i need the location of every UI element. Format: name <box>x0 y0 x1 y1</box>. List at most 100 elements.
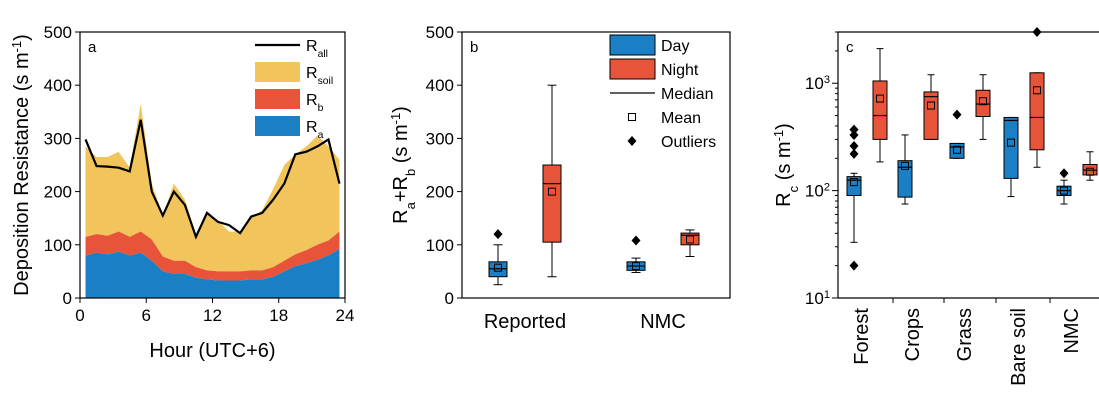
x-tick-label: 6 <box>142 306 151 325</box>
legend-entry-part-1: all <box>318 49 328 60</box>
legend-swatch <box>255 89 300 109</box>
legend-entry: Outliers <box>661 134 716 151</box>
legend-swatch <box>255 116 300 136</box>
y-axis-title-part-0: R <box>773 192 795 206</box>
y-tick-label-part-1: 3 <box>824 74 830 86</box>
y-axis-title: Deposition Resistance (s m-1) <box>9 34 34 296</box>
panel-letter: b <box>470 39 478 56</box>
mean-marker <box>953 145 961 154</box>
mean-marker <box>1007 138 1015 147</box>
y-tick-label: 500 <box>44 23 72 42</box>
x-category-label: Crops <box>902 308 924 361</box>
y-axis-title: Ra+Rb (s m-1) <box>388 106 418 224</box>
mean-marker <box>901 161 909 170</box>
y-axis-title-part-3: b <box>403 169 418 176</box>
outlier-marker <box>849 124 859 135</box>
panel-c-box <box>897 134 913 205</box>
panel-b: 0 100 200 300 400 500 Reported NMC Ra+Rb (s m-1)… <box>388 23 731 333</box>
y-tick-label: 500 <box>426 23 454 42</box>
legend-swatch <box>609 34 656 56</box>
outlier-marker <box>849 129 859 140</box>
legend-entry: Day <box>661 38 689 55</box>
panel-c-box <box>975 74 991 140</box>
panel-b-frame <box>461 31 731 299</box>
y-tick-label: 0 <box>445 289 454 308</box>
box-body <box>872 80 888 140</box>
y-axis-title-part-2: (s m <box>773 141 795 185</box>
mean-marker <box>686 235 694 244</box>
x-tick-label: 24 <box>336 306 355 325</box>
x-category-label: NMC <box>1061 308 1083 354</box>
legend-entry-part-1: soil <box>318 76 334 87</box>
box-body <box>542 164 562 243</box>
y-axis-title: Rc (s m-1) <box>771 123 801 207</box>
panel-b-box <box>680 229 700 258</box>
panel-a: 0 100 200 300 400 500 0 6 12 18 24 Hour (UTC+6) Depo… <box>9 23 355 362</box>
mean-marker <box>632 262 640 271</box>
mean-marker <box>979 97 987 106</box>
mean-marker <box>548 187 556 196</box>
rall-line <box>84 119 341 240</box>
y-tick-label: 300 <box>426 129 454 148</box>
y-tick-label: 100 <box>44 236 72 255</box>
legend-entry-part-0: R <box>306 38 318 55</box>
y-tick-label: 102 <box>805 182 830 201</box>
outlier-marker <box>493 229 503 240</box>
legend-entry: Rall <box>306 38 328 60</box>
y-axis-title-part-0: Deposition Resistance (s m <box>11 52 33 295</box>
y-tick-label: 400 <box>426 76 454 95</box>
y-tick-label-part-0: 10 <box>805 74 824 93</box>
y-tick-label: 200 <box>44 183 72 202</box>
y-axis-title-part-0: R <box>390 209 412 223</box>
panel-c-box <box>949 109 965 159</box>
outlier-marker <box>1032 27 1042 37</box>
x-tick-label: 12 <box>203 306 222 325</box>
y-tick-label: 300 <box>44 129 72 148</box>
x-category-label: Grass <box>954 308 976 361</box>
rsoil-area <box>85 103 340 272</box>
legend-entry-part-1: b <box>318 103 324 114</box>
outlier-marker <box>849 260 859 271</box>
legend-swatch <box>255 62 300 82</box>
legend-entry: Ra <box>306 119 324 141</box>
x-category-label: Reported <box>484 311 566 333</box>
y-axis-title-part-5: -1 <box>388 113 403 125</box>
y-axis-title-part-1: c <box>786 185 801 192</box>
legend-entry: Median <box>661 86 713 103</box>
panel-b-box <box>626 235 646 273</box>
mean-marker <box>494 263 502 272</box>
y-tick-label: 200 <box>426 183 454 202</box>
y-axis-title-part-3: -1 <box>771 130 786 142</box>
box-body <box>680 232 700 246</box>
y-tick-label: 0 <box>63 289 72 308</box>
y-axis-title-part-2: +R <box>390 176 412 202</box>
mean-marker <box>876 94 884 103</box>
y-axis-title-part-6: ) <box>390 106 412 113</box>
y-tick-label-part-1: 1 <box>824 289 830 301</box>
y-axis-title-part-1: -1 <box>9 41 24 53</box>
panel-b-box <box>488 229 508 286</box>
box-body <box>1003 116 1019 179</box>
y-tick-label: 100 <box>426 236 454 255</box>
y-axis-title-part-2: ) <box>11 34 33 41</box>
legend-swatch <box>627 136 637 146</box>
panel-letter: a <box>88 39 97 56</box>
x-tick-label: 18 <box>269 306 288 325</box>
ra-area <box>85 249 340 298</box>
x-category-label: Bare soil <box>1008 308 1030 386</box>
legend-swatch <box>628 113 636 121</box>
legend-entry: Rb <box>306 92 324 114</box>
panel-letter: c <box>846 39 854 56</box>
y-axis-title-part-4: ) <box>773 123 795 130</box>
outlier-marker <box>952 109 962 120</box>
legend-entry-part-0: R <box>306 92 318 109</box>
outlier-marker <box>849 141 859 152</box>
box-body <box>897 160 913 198</box>
legend-entry: Night <box>661 62 699 79</box>
x-category-label: NMC <box>640 311 686 333</box>
y-axis-title-part-4: (s m <box>390 124 412 168</box>
x-tick-label: 0 <box>75 306 84 325</box>
panel-c-box <box>923 74 939 140</box>
